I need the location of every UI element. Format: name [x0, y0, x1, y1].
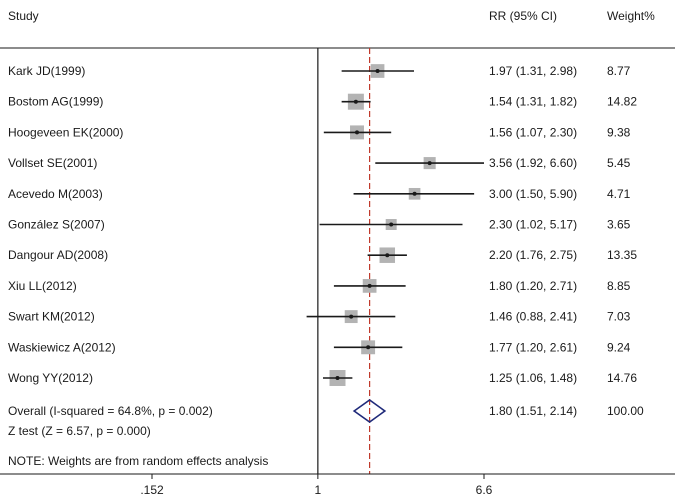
x-axis-ticks: .152 1 6.6: [140, 474, 493, 497]
study-ci-text: 2.30 (1.02, 5.17): [489, 218, 577, 232]
header-study: Study: [8, 9, 39, 23]
study-row: Swart KM(2012) 1.46 (0.88, 2.41) 7.03: [8, 310, 631, 324]
point-estimate: [349, 314, 354, 319]
study-ci-text: 1.25 (1.06, 1.48): [489, 371, 577, 385]
study-weight: 14.82: [607, 95, 637, 109]
study-weight: 13.35: [607, 248, 637, 262]
study-weight: 9.38: [607, 125, 631, 139]
study-row: González S(2007) 2.30 (1.02, 5.17) 3.65: [8, 218, 631, 232]
point-estimate: [355, 130, 360, 135]
study-row: Hoogeveen EK(2000) 1.56 (1.07, 2.30) 9.38: [8, 125, 631, 139]
study-row: Bostom AG(1999) 1.54 (1.31, 1.82) 14.82: [8, 93, 637, 110]
point-estimate: [375, 69, 380, 73]
study-name: Wong YY(2012): [8, 371, 93, 385]
study-ci-text: 3.56 (1.92, 6.60): [489, 156, 577, 170]
study-weight: 8.85: [607, 279, 631, 293]
study-name: Bostom AG(1999): [8, 95, 103, 109]
study-ci-text: 1.80 (1.20, 2.71): [489, 279, 577, 293]
study-ci-text: 2.20 (1.76, 2.75): [489, 248, 577, 262]
study-weight: 3.65: [607, 218, 631, 232]
study-name: Acevedo M(2003): [8, 187, 103, 201]
point-estimate: [412, 191, 417, 196]
study-name: Xiu LL(2012): [8, 279, 77, 293]
study-row: Wong YY(2012) 1.25 (1.06, 1.48) 14.76: [8, 370, 637, 386]
study-ci-text: 1.56 (1.07, 2.30): [489, 125, 577, 139]
study-row: Waskiewicz A(2012) 1.77 (1.20, 2.61) 9.24: [8, 340, 631, 354]
study-weight: 9.24: [607, 340, 631, 354]
overall-weight: 100.00: [607, 404, 644, 418]
study-ci-text: 1.97 (1.31, 2.98): [489, 64, 577, 78]
footnote: NOTE: Weights are from random effects an…: [8, 454, 268, 468]
overall-ci-text: 1.80 (1.51, 2.14): [489, 404, 577, 418]
study-name: Kark JD(1999): [8, 64, 85, 78]
header-weight: Weight%: [607, 9, 655, 23]
study-name: Vollset SE(2001): [8, 156, 97, 170]
study-name: Swart KM(2012): [8, 310, 95, 324]
study-row: Dangour AD(2008) 2.20 (1.76, 2.75) 13.35: [8, 247, 637, 263]
study-name: González S(2007): [8, 218, 105, 232]
overall-ztest: Z test (Z = 6.57, p = 0.000): [8, 424, 151, 438]
study-row: Xiu LL(2012) 1.80 (1.20, 2.71) 8.85: [8, 279, 631, 293]
point-estimate: [367, 283, 372, 288]
header-row: Study RR (95% CI) Weight%: [8, 9, 655, 23]
point-estimate: [385, 253, 390, 258]
study-rows: Kark JD(1999) 1.97 (1.31, 2.98) 8.77 Bostom…: [8, 64, 637, 386]
point-estimate: [335, 376, 340, 380]
study-weight: 4.71: [607, 187, 631, 201]
study-row: Acevedo M(2003) 3.00 (1.50, 5.90) 4.71: [8, 187, 631, 201]
header-ci: RR (95% CI): [489, 9, 557, 23]
study-name: Waskiewicz A(2012): [8, 340, 116, 354]
tick-label: 6.6: [476, 483, 493, 497]
study-ci-text: 3.00 (1.50, 5.90): [489, 187, 577, 201]
overall-label: Overall (I-squared = 64.8%, p = 0.002): [8, 404, 213, 418]
tick-label: .152: [140, 483, 164, 497]
study-row: Vollset SE(2001) 3.56 (1.92, 6.60) 5.45: [8, 156, 631, 170]
overall-row: Overall (I-squared = 64.8%, p = 0.002) Z…: [8, 399, 644, 438]
study-name: Dangour AD(2008): [8, 248, 108, 262]
study-ci-text: 1.46 (0.88, 2.41): [489, 310, 577, 324]
point-estimate: [366, 345, 371, 350]
axis-lines: [317, 48, 371, 474]
study-ci-text: 1.54 (1.31, 1.82): [489, 95, 577, 109]
point-estimate: [389, 222, 394, 227]
study-name: Hoogeveen EK(2000): [8, 125, 123, 139]
study-weight: 14.76: [607, 371, 637, 385]
study-weight: 5.45: [607, 156, 631, 170]
study-ci-text: 1.77 (1.20, 2.61): [489, 340, 577, 354]
overall-diamond: [352, 399, 387, 423]
point-estimate: [427, 161, 432, 166]
study-weight: 8.77: [607, 64, 631, 78]
tick-label: 1: [315, 483, 322, 497]
study-row: Kark JD(1999) 1.97 (1.31, 2.98) 8.77: [8, 64, 631, 78]
study-weight: 7.03: [607, 310, 631, 324]
point-estimate: [353, 99, 358, 104]
